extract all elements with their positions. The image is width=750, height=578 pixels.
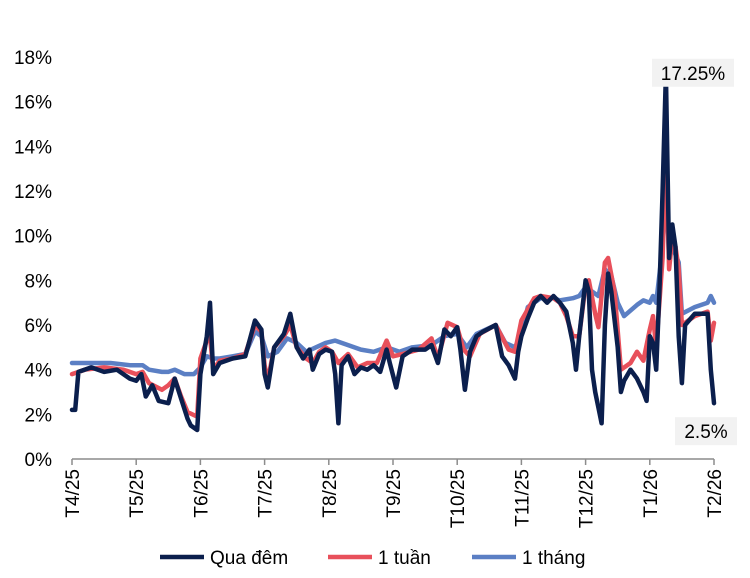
x-tick-label: T10/25 — [448, 469, 469, 528]
legend-label: 1 tuần — [378, 548, 431, 569]
legend: Qua đêm 1 tuần 1 tháng — [160, 548, 585, 569]
callout-label: 17.25% — [661, 64, 726, 85]
y-tick-label: 10% — [14, 227, 52, 248]
x-tick-label: T11/25 — [512, 469, 533, 527]
x-tick-label: T9/25 — [384, 469, 405, 518]
y-tick-label: 14% — [14, 137, 52, 158]
callout-box — [675, 417, 737, 446]
y-tick-label: 0% — [25, 450, 53, 471]
x-axis: T4/25 T5/25 T6/25 T7/25 T8/25 T9/25 T10/25 T11/… — [63, 458, 726, 528]
x-tick-label: T12/25 — [577, 469, 598, 528]
legend-label: Qua đêm — [210, 548, 288, 569]
x-tick-label: T8/25 — [320, 469, 341, 518]
legend-label: 1 tháng — [522, 548, 585, 569]
x-tick-label: T1/26 — [641, 469, 662, 518]
x-tick-label: T6/25 — [191, 469, 212, 518]
series-lines — [69, 71, 717, 433]
callout-label: 2.5% — [684, 422, 727, 443]
callout-box — [652, 58, 734, 87]
y-tick-label: 2% — [25, 405, 53, 426]
y-tick-label: 4% — [25, 361, 53, 382]
x-tick-label: T7/25 — [256, 469, 277, 518]
y-tick-label: 18% — [14, 48, 52, 69]
y-tick-label: 8% — [25, 271, 53, 292]
x-tick-label: T4/25 — [63, 469, 84, 518]
x-tick-label: T2/26 — [705, 469, 726, 518]
series-line-0 — [69, 71, 717, 433]
x-tick-label: T5/25 — [127, 469, 148, 518]
annotations: 17.25% 2.5% — [652, 58, 737, 446]
y-tick-label: 16% — [14, 93, 52, 114]
y-tick-label: 12% — [14, 182, 52, 203]
y-tick-label: 6% — [25, 316, 53, 337]
y-axis: 0% 2% 4% 6% 8% 10% 12% 14% 16% 18% — [14, 48, 52, 471]
